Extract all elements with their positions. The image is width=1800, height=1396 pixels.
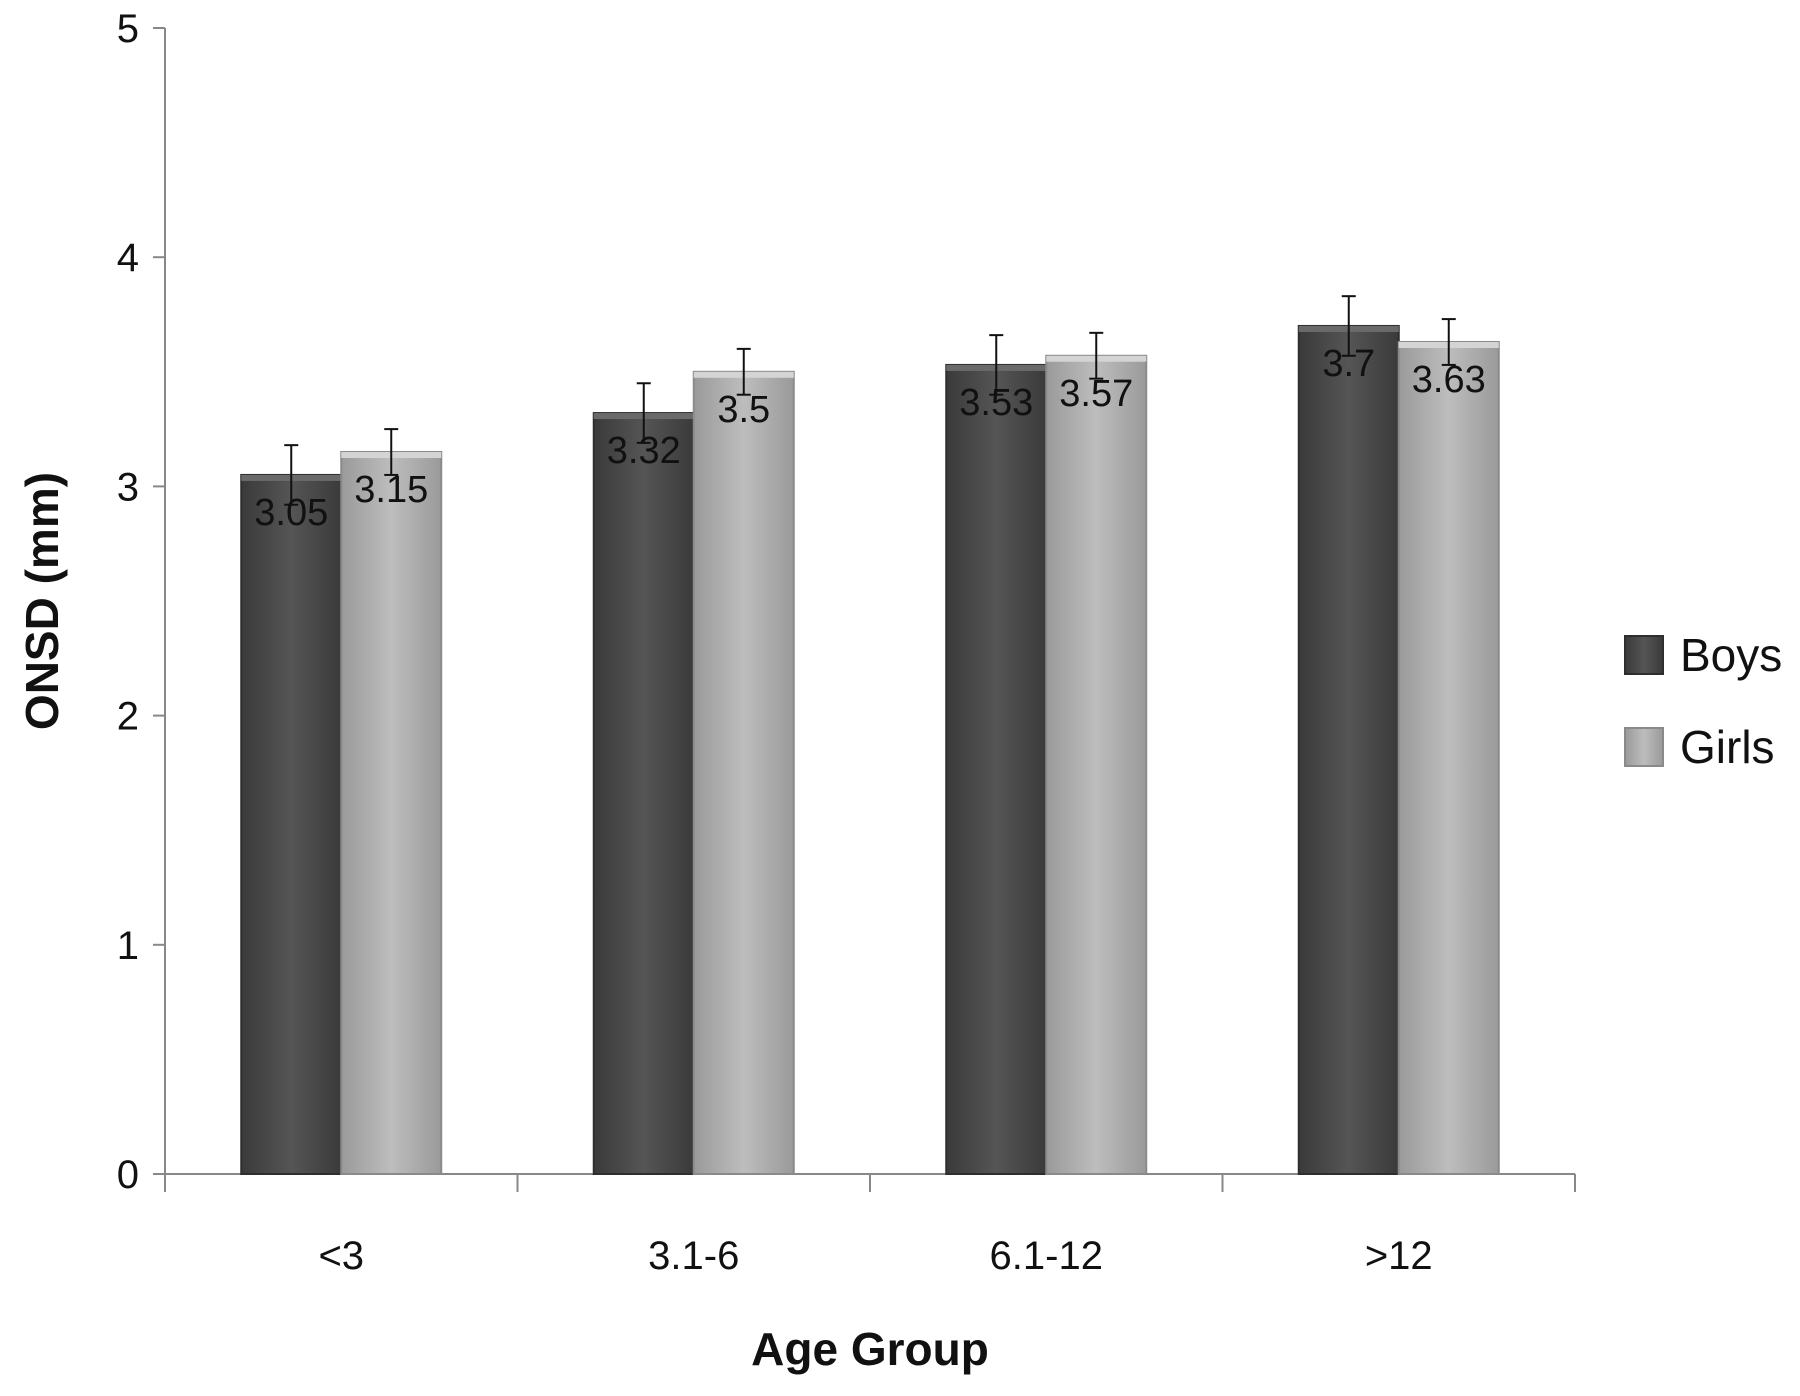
- data-label: 3.57: [1059, 373, 1133, 415]
- legend-swatch-boys: [1624, 635, 1664, 675]
- data-label: 3.53: [959, 382, 1033, 424]
- x-tick-label: 3.1-6: [648, 1234, 739, 1278]
- y-tick-label: 4: [117, 236, 139, 280]
- y-tick-label: 2: [117, 695, 139, 739]
- x-tick-label: 6.1-12: [990, 1234, 1103, 1278]
- error-bars: [284, 295, 1456, 506]
- data-label: 3.05: [254, 492, 328, 534]
- y-tick-label: 1: [117, 924, 139, 968]
- data-label: 3.7: [1322, 343, 1375, 385]
- bar-girls: [1397, 341, 1500, 1175]
- y-tick-label: 5: [117, 7, 139, 51]
- bar-girls: [340, 451, 443, 1175]
- data-label: 3.5: [717, 389, 770, 431]
- y-tick-label: 3: [117, 465, 139, 509]
- data-label: 3.15: [354, 469, 428, 511]
- bars: [240, 324, 1500, 1176]
- bar-girls: [1045, 354, 1148, 1176]
- data-label: 3.63: [1412, 359, 1486, 401]
- x-axis-title: Age Group: [751, 1323, 989, 1375]
- legend-swatch-girls: [1624, 727, 1664, 767]
- legend: Boys Girls: [1624, 629, 1782, 773]
- x-ticks: <3 3.1-6 6.1-12 >12: [164, 1174, 1576, 1278]
- legend-label-boys: Boys: [1680, 629, 1782, 681]
- bar-boys: [240, 473, 343, 1175]
- y-tick-label: 0: [117, 1153, 139, 1197]
- y-axis-title: ONSD (mm): [16, 472, 68, 730]
- legend-label-girls: Girls: [1680, 721, 1775, 773]
- x-tick-label: >12: [1365, 1234, 1433, 1278]
- data-label: 3.32: [607, 430, 681, 472]
- x-tick-label: <3: [318, 1234, 364, 1278]
- bar-boys: [1297, 324, 1400, 1175]
- bar-boys: [592, 412, 695, 1175]
- bar-boys: [945, 363, 1048, 1175]
- y-ticks: 0 1 2 3 4 5: [117, 7, 165, 1197]
- data-labels: 3.05 3.32 3.53 3.7 3.15 3.5 3.57 3.63: [254, 343, 1485, 534]
- bar-girls: [692, 370, 795, 1175]
